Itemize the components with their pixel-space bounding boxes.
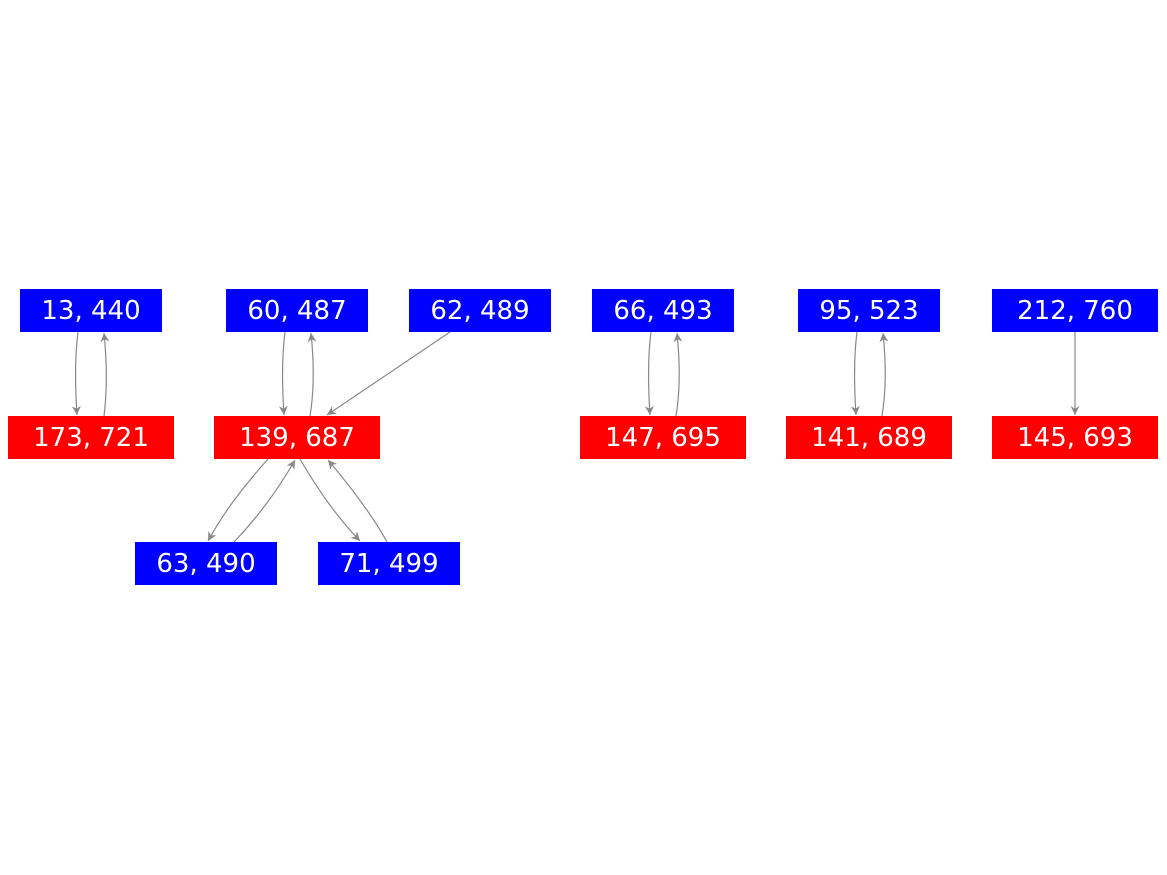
- node-label: 141, 689: [811, 423, 927, 453]
- node-label: 173, 721: [33, 423, 149, 453]
- node-63-490[interactable]: 63, 490: [135, 542, 277, 585]
- node-label: 62, 489: [430, 296, 529, 326]
- edges: [71, 331, 1080, 543]
- node-66-493[interactable]: 66, 493: [592, 289, 734, 332]
- node-60-487[interactable]: 60, 487: [226, 289, 368, 332]
- node-147-695[interactable]: 147, 695: [580, 416, 746, 459]
- node-212-760[interactable]: 212, 760: [992, 289, 1158, 332]
- node-label: 66, 493: [613, 296, 712, 326]
- node-label: 13, 440: [41, 296, 140, 326]
- node-label: 63, 490: [156, 549, 255, 579]
- node-71-499[interactable]: 71, 499: [318, 542, 460, 585]
- edge-147-695-to-66-493: [673, 332, 683, 417]
- edge-63-490-to-139-687: [233, 459, 296, 543]
- node-label: 95, 523: [819, 296, 918, 326]
- node-95-523[interactable]: 95, 523: [798, 289, 940, 332]
- edge-139-687-to-63-490: [207, 458, 269, 542]
- node-141-689[interactable]: 141, 689: [786, 416, 952, 459]
- node-139-687[interactable]: 139, 687: [214, 416, 380, 459]
- node-label: 60, 487: [247, 296, 346, 326]
- node-label: 147, 695: [605, 423, 721, 453]
- nodes: 13, 440 60, 487 62, 489 66, 493 95, 523 …: [8, 289, 1158, 585]
- edge-173-721-to-13-440: [100, 332, 110, 417]
- node-label: 145, 693: [1017, 423, 1133, 453]
- node-145-693[interactable]: 145, 693: [992, 416, 1158, 459]
- edge-62-489-to-139-687: [326, 331, 451, 416]
- edge-71-499-to-139-687: [327, 459, 388, 543]
- node-label: 212, 760: [1017, 296, 1133, 326]
- edge-13-440-to-173-721: [71, 331, 81, 416]
- edge-95-523-to-141-689: [850, 331, 860, 416]
- node-label: 71, 499: [339, 549, 438, 579]
- edge-66-493-to-147-695: [644, 331, 654, 416]
- edge-139-687-to-60-487: [307, 332, 317, 417]
- node-label: 139, 687: [239, 423, 355, 453]
- node-62-489[interactable]: 62, 489: [409, 289, 551, 332]
- node-173-721[interactable]: 173, 721: [8, 416, 174, 459]
- node-13-440[interactable]: 13, 440: [20, 289, 162, 332]
- edge-60-487-to-139-687: [278, 331, 288, 416]
- edge-139-687-to-71-499: [299, 458, 361, 542]
- edge-141-689-to-95-523: [879, 332, 889, 417]
